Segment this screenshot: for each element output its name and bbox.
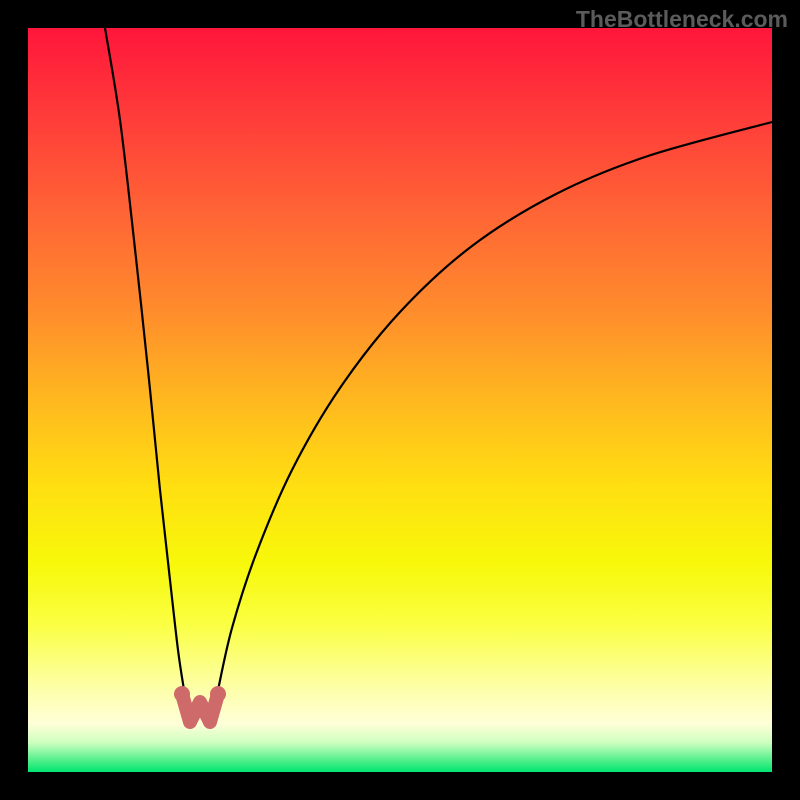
cusp-dot-right <box>210 686 226 702</box>
bottleneck-chart-svg <box>0 0 800 800</box>
cusp-dot-left <box>174 686 190 702</box>
gradient-panel <box>28 28 772 772</box>
watermark-text: TheBottleneck.com <box>576 6 788 33</box>
chart-stage: TheBottleneck.com <box>0 0 800 800</box>
